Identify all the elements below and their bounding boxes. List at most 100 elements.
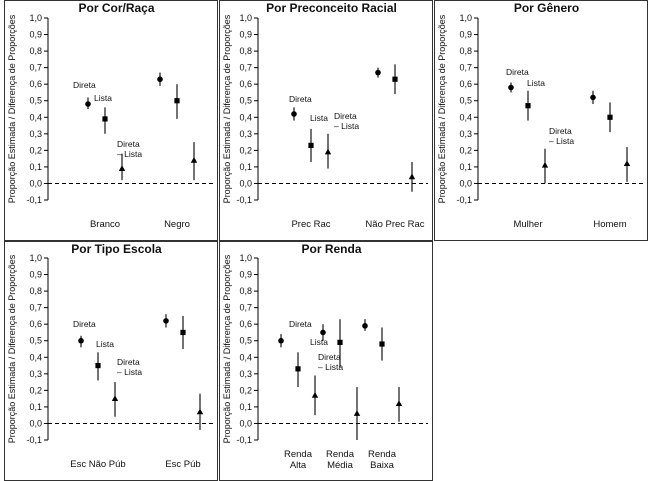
- series-annotation: Direta: [506, 67, 529, 77]
- point-lista: [295, 366, 301, 372]
- y-tick-label: 0,5: [29, 336, 42, 346]
- y-tick-label: 1,0: [459, 13, 472, 23]
- y-tick-label: 0,6: [29, 319, 42, 329]
- panel-title: Por Tipo Escola: [71, 242, 162, 256]
- series-annotation: Lista: [94, 93, 112, 103]
- y-tick-label: 0,9: [239, 270, 252, 280]
- y-tick-label: 0,1: [29, 162, 42, 172]
- series-annotation: – Lista: [117, 367, 142, 377]
- y-tick-label: 1,0: [239, 13, 252, 23]
- point-lista: [180, 329, 186, 336]
- y-tick-label: 0,9: [239, 30, 252, 40]
- y-tick-label: 0,2: [29, 385, 42, 395]
- category-label: Homem: [593, 219, 626, 230]
- y-axis-label: Proporção Estimada / Diferença de Propor…: [222, 14, 232, 203]
- y-tick-label: 0,7: [459, 63, 472, 73]
- point-direta: [78, 337, 84, 344]
- y-tick-label: -0,1: [236, 435, 252, 445]
- y-tick-label: 0,9: [29, 270, 42, 280]
- point-diferenca: [190, 156, 198, 163]
- panel-title: Por Renda: [301, 242, 361, 256]
- point-lista: [102, 116, 108, 122]
- point-direta: [590, 94, 596, 101]
- y-tick-label: 0,3: [29, 129, 42, 139]
- category-label: Esc Não Púb: [70, 459, 125, 470]
- y-tick-label: 0,6: [239, 79, 252, 89]
- point-lista: [392, 76, 398, 82]
- panel-title: Por Cor/Raça: [78, 1, 154, 15]
- point-lista: [525, 103, 531, 109]
- point-lista: [174, 98, 180, 104]
- y-axis-label: Proporção Estimada / Diferença de Propor…: [437, 14, 447, 203]
- panel-border: [434, 0, 648, 241]
- series-annotation: Direta: [289, 94, 312, 104]
- series-annotation: Direta: [117, 357, 140, 367]
- y-tick-label: 0,2: [29, 145, 42, 155]
- y-tick-label: 0,6: [459, 79, 472, 89]
- y-axis-label: Proporção Estimada / Diferença de Propor…: [7, 254, 17, 443]
- point-direta: [320, 329, 326, 336]
- point-diferenca: [311, 391, 319, 398]
- y-axis-label: Proporção Estimada / Diferença de Propor…: [7, 14, 17, 203]
- series-annotation: Lista: [310, 113, 328, 123]
- y-tick-label: 0,0: [29, 418, 42, 428]
- point-diferenca: [353, 410, 361, 416]
- point-lista: [308, 142, 314, 148]
- point-direta: [163, 318, 169, 324]
- point-lista: [95, 362, 101, 369]
- point-direta: [362, 323, 368, 329]
- point-diferenca: [111, 395, 119, 402]
- panel-title: Por Preconceito Racial: [266, 1, 397, 15]
- panel-border: [4, 0, 218, 241]
- panel-4: Por Tipo Escola -0,1 0,0 0,1 0,2 0,3 0,4 0,5 0,6…: [4, 241, 218, 481]
- y-tick-label: 0,4: [239, 352, 252, 362]
- y-tick-label: 0,3: [459, 129, 472, 139]
- y-tick-label: 0,0: [239, 418, 252, 428]
- category-label: Não Prec Rac: [365, 219, 424, 230]
- point-diferenca: [395, 400, 403, 406]
- y-tick-label: 0,1: [29, 402, 42, 412]
- y-tick-label: 0,4: [29, 112, 42, 122]
- y-tick-label: 0,6: [239, 319, 252, 329]
- y-tick-label: 0,9: [29, 30, 42, 40]
- y-tick-label: 1,0: [239, 253, 252, 263]
- category-label: Branco: [90, 219, 120, 230]
- y-tick-label: 0,5: [459, 96, 472, 106]
- series-annotation: Direta: [289, 319, 312, 329]
- point-direta: [278, 337, 284, 344]
- point-direta: [375, 69, 381, 76]
- y-tick-label: -0,1: [26, 195, 42, 205]
- category-label: Negro: [164, 219, 190, 230]
- category-label: Mulher: [513, 219, 542, 230]
- point-diferenca: [541, 161, 549, 168]
- panel-1: Por Cor/Raça -0,1 0,0 0,1 0,2 0,3 0,4 0,5 0,6 0,7…: [4, 0, 218, 241]
- y-tick-label: 1,0: [29, 253, 42, 263]
- y-tick-label: 0,0: [459, 178, 472, 188]
- y-tick-label: 0,4: [29, 352, 42, 362]
- y-tick-label: 0,5: [239, 336, 252, 346]
- point-direta: [157, 76, 163, 83]
- y-tick-label: 0,8: [29, 46, 42, 56]
- y-tick-label: 0,7: [239, 63, 252, 73]
- y-tick-label: 0,7: [29, 63, 42, 73]
- y-tick-label: -0,1: [236, 195, 252, 205]
- panel-title: Por Gênero: [514, 1, 579, 15]
- panel-border: [219, 0, 433, 241]
- series-annotation: Direta: [73, 319, 96, 329]
- y-tick-label: 0,1: [239, 162, 252, 172]
- series-annotation: Direta: [318, 352, 341, 362]
- point-diferenca: [118, 165, 126, 171]
- panel-3: Por Gênero -0,1 0,0 0,1 0,2 0,3 0,4 0,5 0,6 0,7 0,…: [434, 0, 648, 241]
- series-annotation: Lista: [310, 337, 328, 347]
- series-annotation: Direta: [117, 139, 140, 149]
- y-tick-label: 0,8: [29, 286, 42, 296]
- series-annotation: Direta: [334, 111, 357, 121]
- category-label: Alta: [290, 460, 307, 471]
- y-tick-label: -0,1: [26, 435, 42, 445]
- point-direta: [508, 84, 514, 91]
- y-tick-label: 0,8: [239, 286, 252, 296]
- y-tick-label: 1,0: [29, 13, 42, 23]
- y-tick-label: 0,9: [459, 30, 472, 40]
- y-tick-label: 0,3: [239, 369, 252, 379]
